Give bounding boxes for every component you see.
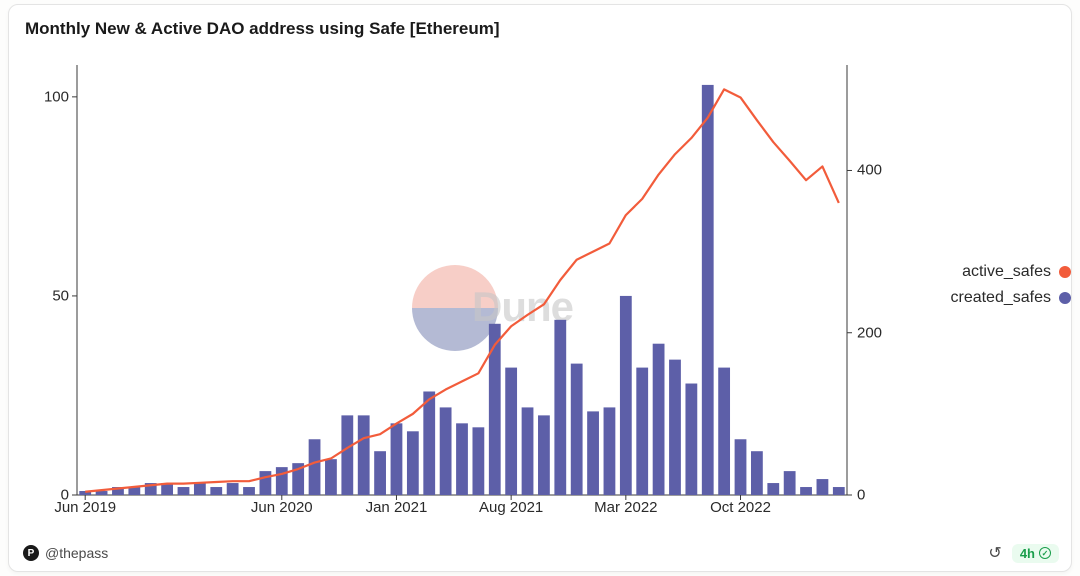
bar[interactable] xyxy=(505,368,517,495)
bar[interactable] xyxy=(522,407,534,495)
bar[interactable] xyxy=(718,368,730,495)
chart-title: Monthly New & Active DAO address using S… xyxy=(25,19,500,39)
author-avatar: P xyxy=(23,545,39,561)
bar[interactable] xyxy=(784,471,796,495)
bar[interactable] xyxy=(194,483,206,495)
bar[interactable] xyxy=(735,439,747,495)
legend-item-active[interactable]: active_safes xyxy=(921,263,1071,281)
bar[interactable] xyxy=(702,85,714,495)
x-tick: Aug 2021 xyxy=(479,499,543,516)
bar[interactable] xyxy=(604,407,616,495)
refresh-icon[interactable]: ↺ xyxy=(988,543,1001,563)
legend-label: created_safes xyxy=(950,289,1051,307)
x-tick: Jun 2020 xyxy=(251,499,313,516)
bar[interactable] xyxy=(440,407,452,495)
plot-svg xyxy=(77,65,847,495)
bar[interactable] xyxy=(374,451,386,495)
author-footer[interactable]: P @thepass xyxy=(23,545,108,561)
bar[interactable] xyxy=(243,487,255,495)
bar[interactable] xyxy=(554,320,566,495)
author-handle: @thepass xyxy=(45,545,108,561)
bar[interactable] xyxy=(587,411,599,495)
bar[interactable] xyxy=(260,471,272,495)
bar[interactable] xyxy=(309,439,321,495)
bar[interactable] xyxy=(685,384,697,495)
bar[interactable] xyxy=(538,415,550,495)
bar[interactable] xyxy=(407,431,419,495)
legend-dot-icon xyxy=(1059,292,1071,304)
y-axis-right: 0200400 xyxy=(857,65,903,495)
legend-label: active_safes xyxy=(962,263,1051,281)
bar[interactable] xyxy=(456,423,468,495)
legend-dot-icon xyxy=(1059,266,1071,278)
bar[interactable] xyxy=(669,360,681,495)
check-circle-icon: ✓ xyxy=(1039,547,1051,559)
bar[interactable] xyxy=(833,487,845,495)
bar[interactable] xyxy=(227,483,239,495)
plot-area: Dune xyxy=(77,65,847,495)
bar[interactable] xyxy=(341,415,353,495)
y-left-tick: 50 xyxy=(52,287,69,304)
bar[interactable] xyxy=(489,324,501,495)
freshness-age: 4h xyxy=(1020,546,1035,561)
y-right-tick: 200 xyxy=(857,324,882,341)
x-tick: Jun 2019 xyxy=(54,499,116,516)
legend-item-created[interactable]: created_safes xyxy=(921,289,1071,307)
bar[interactable] xyxy=(620,296,632,495)
bar[interactable] xyxy=(751,451,763,495)
bar[interactable] xyxy=(178,487,190,495)
bar[interactable] xyxy=(653,344,665,495)
bar[interactable] xyxy=(423,391,435,495)
footer-right: ↺ 4h ✓ xyxy=(988,543,1059,563)
x-tick: Oct 2022 xyxy=(710,499,771,516)
x-tick: Jan 2021 xyxy=(366,499,428,516)
bar[interactable] xyxy=(358,415,370,495)
freshness-badge[interactable]: 4h ✓ xyxy=(1012,544,1059,563)
x-axis: Jun 2019Jun 2020Jan 2021Aug 2021Mar 2022… xyxy=(77,499,847,521)
bar[interactable] xyxy=(472,427,484,495)
bar[interactable] xyxy=(276,467,288,495)
bar[interactable] xyxy=(767,483,779,495)
chart-card: Monthly New & Active DAO address using S… xyxy=(8,4,1072,572)
x-tick: Mar 2022 xyxy=(594,499,657,516)
bar[interactable] xyxy=(210,487,222,495)
bar[interactable] xyxy=(817,479,829,495)
bar[interactable] xyxy=(391,423,403,495)
legend: active_safes created_safes xyxy=(921,263,1071,315)
y-left-tick: 100 xyxy=(44,88,69,105)
y-axis-left: 050100 xyxy=(27,65,69,495)
y-right-tick: 0 xyxy=(857,487,865,504)
bar[interactable] xyxy=(636,368,648,495)
bar[interactable] xyxy=(325,459,337,495)
bar[interactable] xyxy=(571,364,583,495)
bar[interactable] xyxy=(800,487,812,495)
y-right-tick: 400 xyxy=(857,162,882,179)
